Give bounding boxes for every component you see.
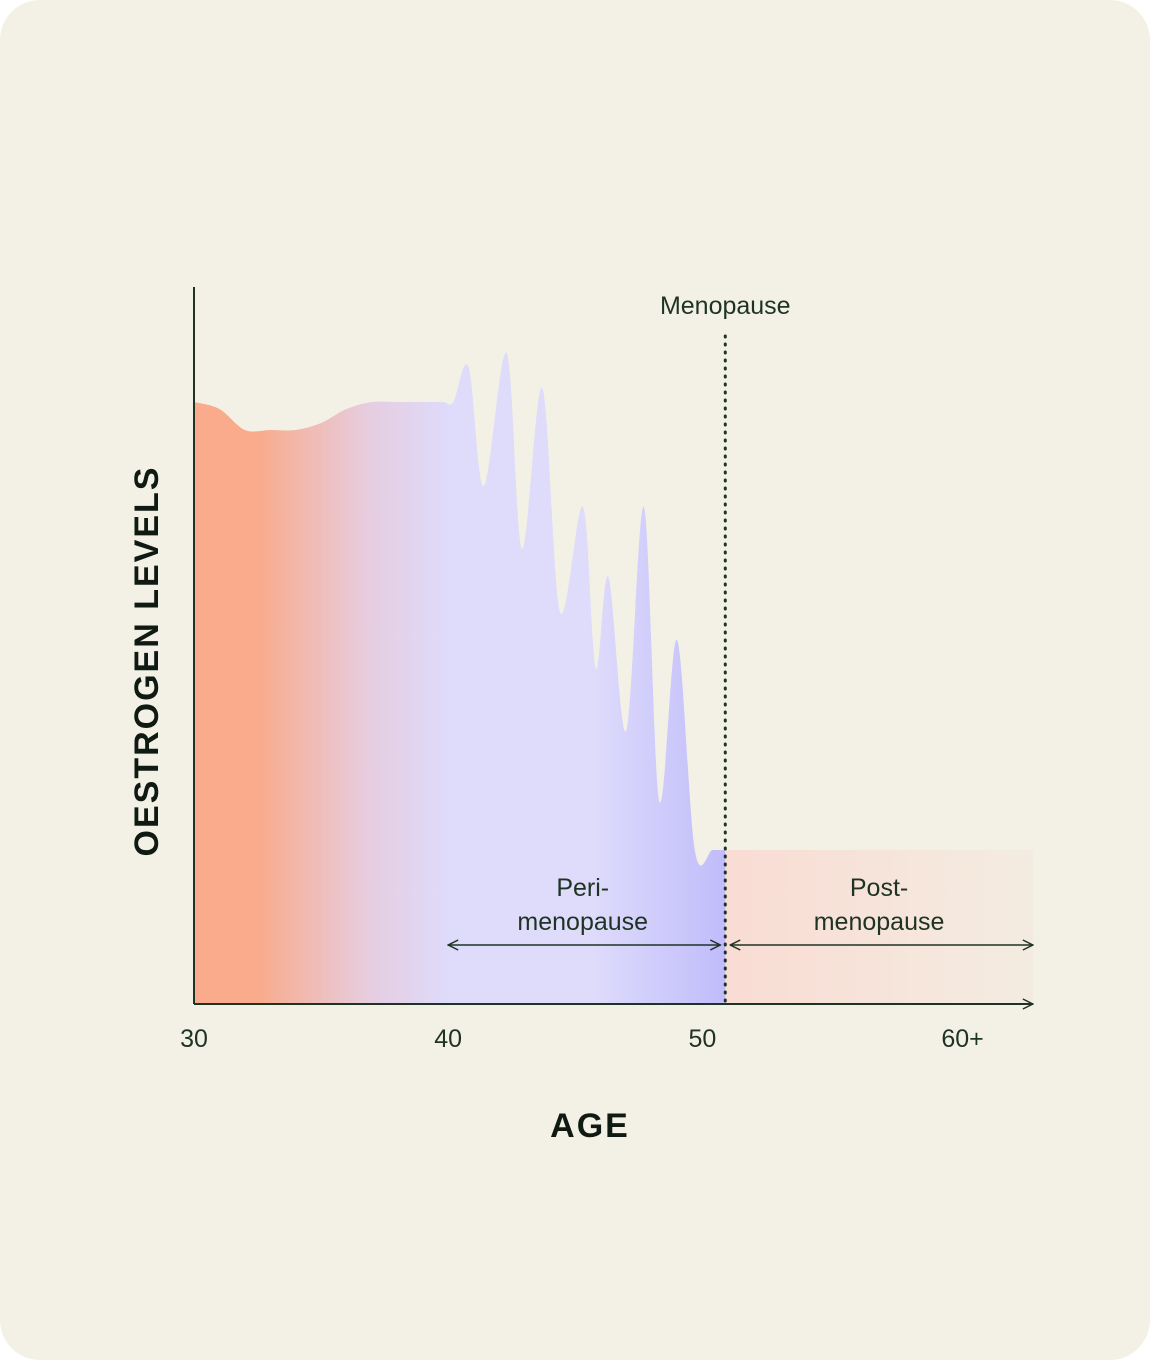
x-tick-label: 40 [434, 1025, 462, 1053]
perimenopause-label-line1: Peri- [556, 874, 609, 902]
y-axis-title: OESTROGEN LEVELS [128, 466, 166, 857]
oestrogen-area-postmenopause [725, 850, 1033, 1004]
postmenopause-label-line2: menopause [814, 908, 945, 936]
x-tick-labels: 30 40 50 60+ [180, 1025, 984, 1053]
oestrogen-area-pre-and-perimenopause [194, 352, 726, 1004]
postmenopause-label-line1: Post- [850, 874, 908, 902]
perimenopause-label-line2: menopause [517, 908, 648, 936]
x-tick-label: 50 [688, 1025, 716, 1053]
x-tick-label: 60+ [941, 1025, 983, 1053]
x-tick-label: 30 [180, 1025, 208, 1053]
menopause-label: Menopause [660, 292, 791, 320]
x-axis-title: AGE [550, 1107, 630, 1145]
